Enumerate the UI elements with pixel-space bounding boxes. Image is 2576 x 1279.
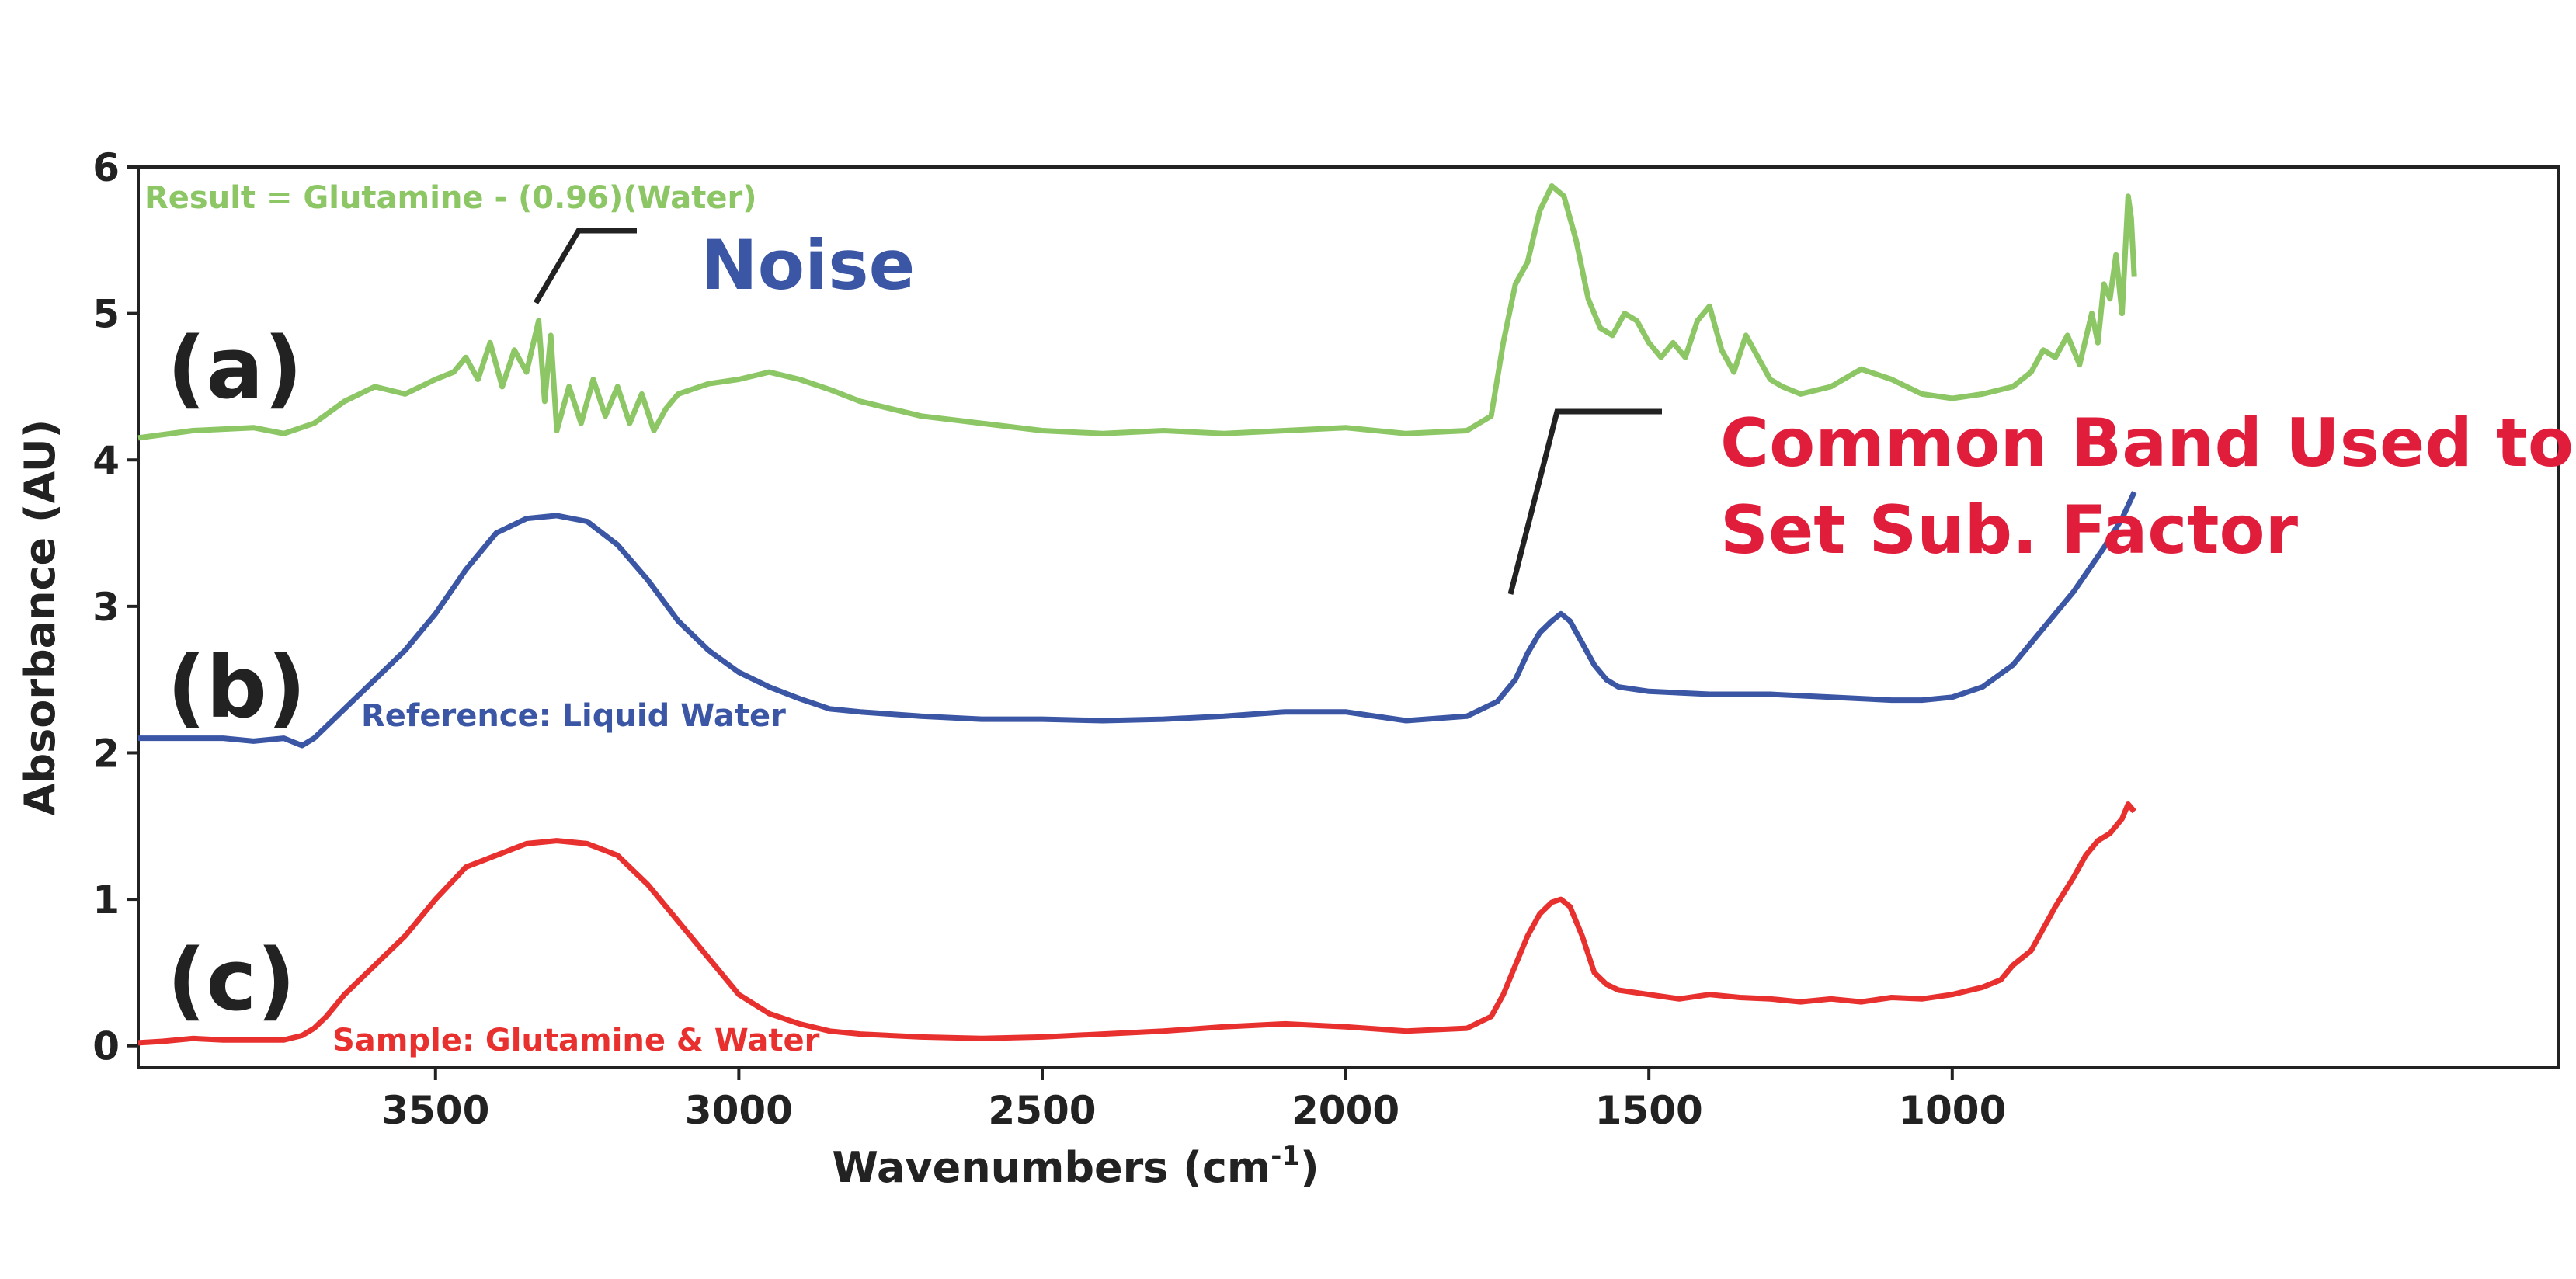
series-layer	[137, 183, 2137, 1046]
series-label-result: Result = Glutamine - (0.96)(Water)	[144, 180, 756, 216]
series-line-sample-glutamine	[137, 801, 2136, 1046]
y-ticks: 0 1 2 3 4 5 6	[92, 145, 138, 1069]
band-annotation-line-2: Set Sub. Factor	[1720, 492, 2299, 569]
noise-pointer-line	[533, 228, 637, 304]
x-tick-label: 1000	[1898, 1088, 2006, 1133]
x-tick-label: 2000	[1291, 1088, 1399, 1133]
x-tick-label: 2500	[988, 1088, 1096, 1133]
plot-frame	[137, 165, 2560, 1069]
y-tick-label: 4	[92, 438, 120, 483]
x-ticks: 3500 3000 2500 2000 1500 1000	[381, 1068, 2006, 1133]
y-axis-title: Absorbance (AU)	[16, 419, 64, 816]
y-tick-label: 6	[92, 145, 120, 190]
series-label-reference: Reference: Liquid Water	[361, 698, 786, 734]
band-annotation-line-1: Common Band Used to	[1720, 405, 2574, 482]
x-tick-label: 1500	[1595, 1088, 1703, 1133]
x-tick-label: 3000	[685, 1088, 793, 1133]
noise-annotation: Noise	[700, 225, 915, 305]
series-label-sample: Sample: Glutamine & Water	[332, 1023, 820, 1058]
y-tick-label: 5	[92, 292, 120, 337]
panel-label-c: (c)	[167, 930, 296, 1030]
series-line-result	[137, 183, 2137, 441]
band-pointer-line	[1507, 408, 1662, 595]
y-tick-label: 1	[92, 878, 120, 923]
x-tick-label: 3500	[381, 1088, 489, 1133]
y-tick-label: 2	[92, 731, 120, 776]
panel-label-b: (b)	[167, 638, 306, 737]
panel-label-a: (a)	[167, 318, 303, 418]
y-tick-label: 0	[92, 1024, 120, 1069]
y-tick-label: 3	[92, 585, 120, 630]
series-line-reference-water	[138, 491, 2137, 749]
x-axis-title: Wavenumbers (cm-1)	[832, 1141, 1319, 1192]
